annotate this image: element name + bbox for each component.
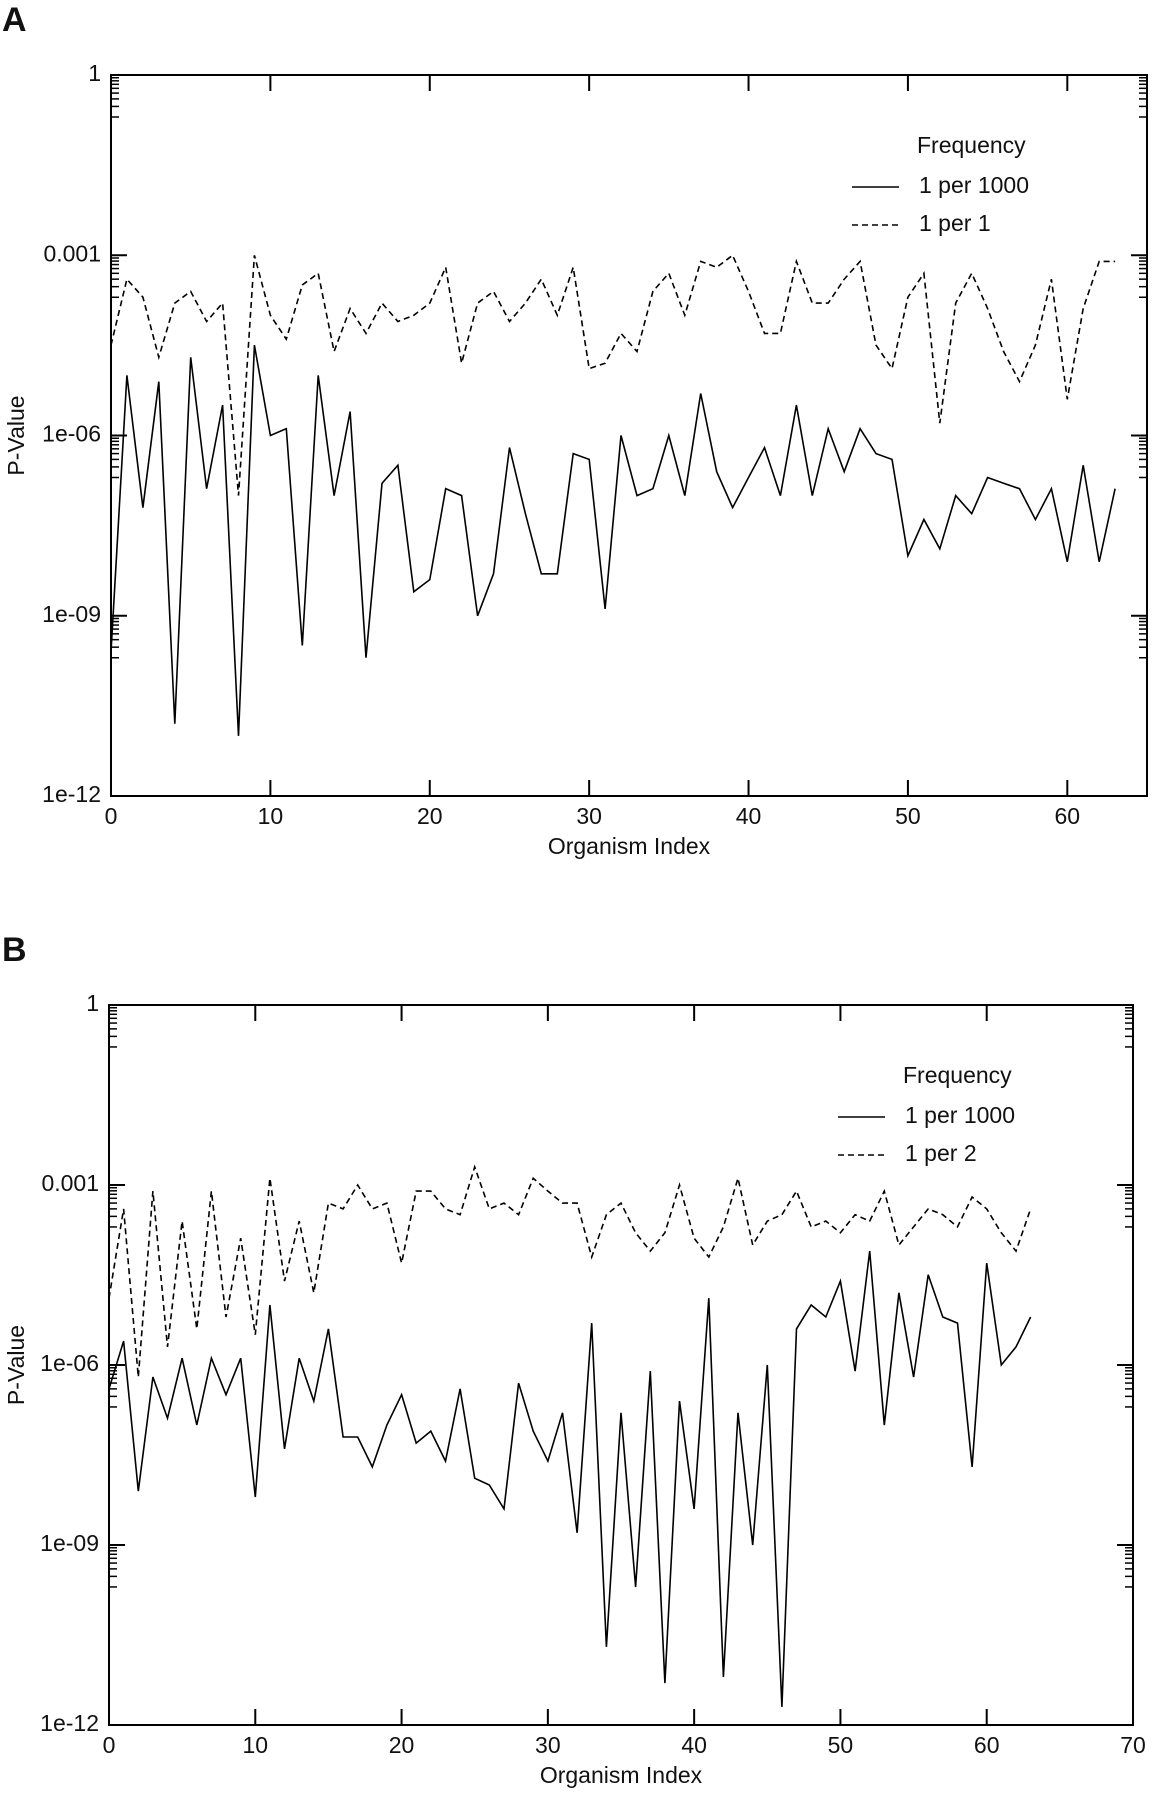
legend-label: 1 per 1 xyxy=(919,210,991,236)
x-tick-label: 40 xyxy=(681,1732,707,1758)
x-tick-label: 50 xyxy=(895,803,921,829)
series-line xyxy=(110,254,1116,496)
x-axis-label: Organism Index xyxy=(540,1762,703,1788)
x-tick-label: 20 xyxy=(389,1732,415,1758)
y-tick-label: 1e-09 xyxy=(42,601,101,627)
y-tick-label: 1 xyxy=(88,60,101,86)
legend-label: 1 per 1000 xyxy=(905,1102,1015,1128)
x-tick-label: 0 xyxy=(103,1732,116,1758)
y-tick-label: 0.001 xyxy=(41,1170,99,1196)
legend-title: Frequency xyxy=(903,1062,1012,1088)
y-tick-label: 1 xyxy=(86,990,99,1016)
legend-label: 1 per 1000 xyxy=(919,172,1029,198)
panel-label: A xyxy=(2,1,27,39)
x-tick-label: 60 xyxy=(974,1732,1000,1758)
x-tick-label: 60 xyxy=(1055,803,1081,829)
x-tick-label: 0 xyxy=(105,803,118,829)
x-axis-label: Organism Index xyxy=(548,833,711,859)
legend-title: Frequency xyxy=(917,132,1026,158)
y-tick-label: 1e-06 xyxy=(40,1350,99,1376)
y-tick-label: 1e-06 xyxy=(42,421,101,447)
x-tick-label: 40 xyxy=(736,803,762,829)
x-tick-label: 10 xyxy=(258,803,284,829)
y-tick-label: 1e-12 xyxy=(42,781,101,807)
series-line xyxy=(108,1251,1032,1707)
x-tick-label: 30 xyxy=(535,1732,561,1758)
y-axis-label: P-Value xyxy=(3,395,29,475)
y-axis-label: P-Value xyxy=(3,1325,29,1405)
x-tick-label: 50 xyxy=(828,1732,854,1758)
series-line xyxy=(110,344,1116,736)
y-tick-label: 0.001 xyxy=(43,240,101,266)
y-tick-label: 1e-09 xyxy=(40,1530,99,1556)
x-tick-label: 30 xyxy=(576,803,602,829)
panel-label: B xyxy=(2,931,27,969)
x-tick-label: 20 xyxy=(417,803,443,829)
x-tick-label: 70 xyxy=(1120,1732,1146,1758)
x-tick-label: 10 xyxy=(242,1732,268,1758)
legend-label: 1 per 2 xyxy=(905,1140,977,1166)
y-tick-label: 1e-12 xyxy=(40,1710,99,1736)
